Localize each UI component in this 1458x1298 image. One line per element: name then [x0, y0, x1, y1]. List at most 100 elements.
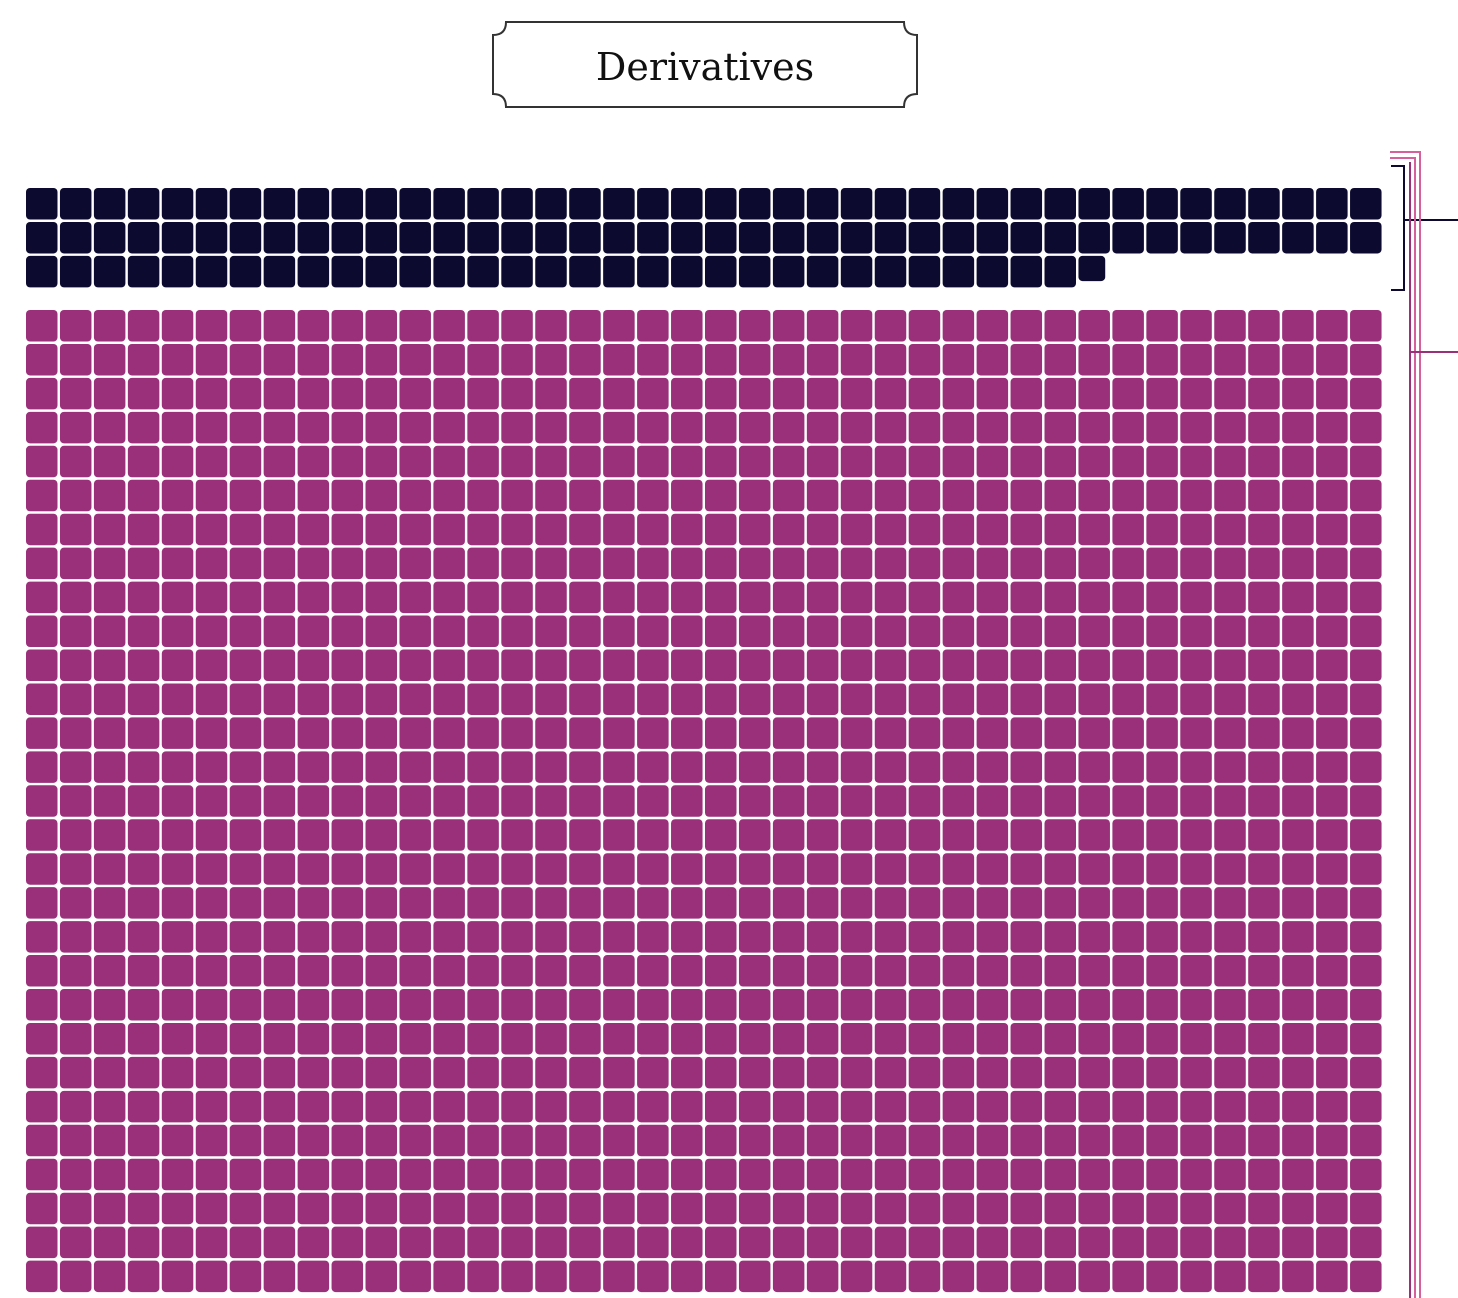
waffle-unit-series-2 [1146, 377, 1178, 410]
waffle-unit-series-2 [229, 343, 262, 376]
waffle-unit-series-2 [1248, 581, 1280, 614]
waffle-unit-series-2 [1112, 989, 1144, 1021]
waffle-unit-series-1 [671, 255, 703, 288]
waffle-unit-series-2 [705, 1260, 737, 1293]
waffle-unit-series-2 [1146, 649, 1178, 681]
waffle-unit-series-2 [874, 717, 907, 749]
waffle-unit-series-1 [59, 221, 92, 254]
waffle-unit-series-2 [772, 411, 805, 444]
waffle-unit-series-2 [976, 1226, 1009, 1259]
waffle-unit-series-2 [976, 479, 1009, 512]
waffle-unit-series-2 [772, 547, 805, 580]
waffle-unit-series-2 [365, 310, 397, 342]
waffle-unit-series-2 [976, 1158, 1009, 1191]
waffle-unit-series-2 [331, 819, 364, 851]
waffle-unit-series-2 [93, 955, 126, 987]
waffle-unit-series-2 [433, 479, 465, 512]
waffle-unit-series-2 [840, 785, 873, 817]
waffle-unit-series-2 [433, 615, 465, 648]
waffle-unit-series-2 [263, 445, 296, 478]
waffle-unit-series-2 [535, 343, 567, 376]
waffle-unit-series-2 [1010, 377, 1043, 410]
waffle-unit-series-2 [1282, 1056, 1314, 1089]
waffle-unit-series-2 [1112, 853, 1144, 885]
waffle-unit-series-1 [229, 221, 262, 254]
waffle-unit-series-2 [467, 377, 499, 410]
waffle-unit-series-2 [93, 1090, 126, 1123]
waffle-unit-series-2 [433, 819, 465, 851]
waffle-unit-series-2 [705, 445, 737, 478]
waffle-unit-series-2 [1078, 1124, 1110, 1157]
waffle-unit-series-2 [93, 717, 126, 749]
waffle-unit-series-2 [806, 921, 839, 953]
waffle-unit-series-2 [942, 683, 975, 715]
waffle-unit-series-2 [399, 989, 431, 1021]
waffle-unit-series-2 [569, 513, 601, 546]
waffle-unit-series-1 [1180, 221, 1212, 254]
waffle-unit-series-2 [840, 1022, 873, 1055]
waffle-unit-series-2 [93, 853, 126, 885]
waffle-unit-series-2 [1180, 445, 1212, 478]
waffle-unit-series-2 [1282, 853, 1314, 885]
waffle-unit-series-2 [535, 581, 567, 614]
waffle-unit-series-2 [908, 1056, 941, 1089]
waffle-unit-series-1 [26, 221, 58, 254]
waffle-unit-series-2 [1180, 887, 1212, 919]
waffle-unit-series-2 [59, 1260, 92, 1293]
waffle-unit-series-2 [908, 683, 941, 715]
waffle-unit-series-2 [1316, 377, 1348, 410]
waffle-unit-series-2 [161, 377, 194, 410]
waffle-unit-series-2 [1146, 615, 1178, 648]
waffle-unit-series-2 [1112, 751, 1144, 783]
waffle-unit-series-2 [840, 581, 873, 614]
waffle-unit-series-2 [1282, 955, 1314, 987]
waffle-unit-series-2 [501, 717, 533, 749]
waffle-unit-series-2 [263, 717, 296, 749]
waffle-unit-series-2 [93, 479, 126, 512]
waffle-unit-series-2 [1316, 1158, 1348, 1191]
waffle-unit-series-2 [365, 921, 397, 953]
waffle-unit-series-2 [399, 819, 431, 851]
waffle-unit-series-2 [501, 1158, 533, 1191]
waffle-unit-series-2 [942, 411, 975, 444]
waffle-unit-series-2 [1282, 717, 1314, 749]
waffle-unit-series-2 [569, 921, 601, 953]
waffle-unit-series-2 [127, 751, 160, 783]
waffle-unit-series-2 [1010, 717, 1043, 749]
waffle-unit-series-1 [1214, 188, 1246, 220]
waffle-unit-series-2 [705, 310, 737, 342]
waffle-unit-series-2 [671, 751, 703, 783]
waffle-unit-series-2 [806, 649, 839, 681]
waffle-unit-series-2 [1010, 1260, 1043, 1293]
waffle-unit-series-2 [772, 343, 805, 376]
waffle-unit-series-2 [942, 547, 975, 580]
waffle-unit-series-2 [1180, 513, 1212, 546]
waffle-unit-series-2 [976, 1192, 1009, 1225]
waffle-unit-series-2 [1180, 785, 1212, 817]
waffle-unit-series-2 [671, 853, 703, 885]
waffle-unit-series-2 [738, 717, 771, 749]
waffle-unit-series-2 [1214, 887, 1246, 919]
waffle-unit-series-2 [1112, 1090, 1144, 1123]
waffle-unit-series-2 [161, 1090, 194, 1123]
waffle-unit-series-2 [263, 989, 296, 1021]
waffle-unit-series-2 [569, 1226, 601, 1259]
waffle-unit-series-2 [806, 1192, 839, 1225]
waffle-unit-series-2 [297, 921, 330, 953]
waffle-unit-series-1 [467, 221, 499, 254]
waffle-unit-series-2 [976, 310, 1009, 342]
waffle-unit-series-2 [229, 1056, 262, 1089]
waffle-unit-series-1 [127, 255, 160, 288]
waffle-unit-series-2 [1078, 411, 1110, 444]
waffle-unit-series-2 [637, 1260, 669, 1293]
waffle-unit-series-2 [569, 1124, 601, 1157]
waffle-unit-series-2 [1010, 1090, 1043, 1123]
waffle-unit-series-2 [1350, 343, 1382, 376]
waffle-unit-series-2 [942, 1192, 975, 1225]
waffle-unit-series-2 [738, 955, 771, 987]
waffle-unit-series-2 [705, 819, 737, 851]
waffle-unit-series-2 [1044, 377, 1076, 410]
waffle-unit-series-2 [127, 887, 160, 919]
waffle-unit-series-2 [569, 1022, 601, 1055]
